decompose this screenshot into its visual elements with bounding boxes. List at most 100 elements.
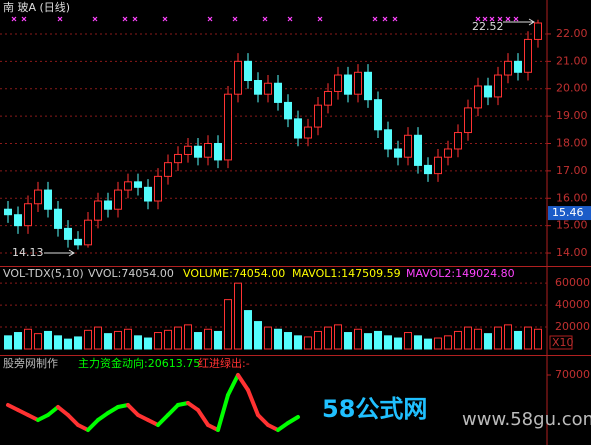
indicator-segment — [256, 413, 270, 427]
candle-body — [194, 145, 202, 158]
candle-body — [514, 60, 522, 73]
candle-body — [524, 38, 532, 73]
indicator-segment — [86, 418, 100, 432]
candle-body — [184, 145, 192, 155]
indicator-segment — [156, 413, 170, 427]
signal-marker — [122, 16, 128, 22]
candle-body — [324, 90, 332, 106]
volume-bar — [224, 299, 232, 350]
signal-marker — [162, 16, 168, 22]
signal-marker — [132, 16, 138, 22]
volume-bar — [284, 332, 292, 350]
y-tick-label: 17.00 — [556, 164, 588, 177]
candle-body — [484, 85, 492, 98]
annotation: 14.13 — [12, 246, 44, 259]
volume-bar — [374, 330, 382, 350]
volume-bar — [414, 335, 422, 350]
panel-title: 股旁网制作 — [3, 356, 58, 370]
volume-bar — [164, 329, 172, 350]
indicator-segment — [236, 373, 250, 392]
candle-body — [24, 203, 32, 227]
candle-body — [444, 148, 452, 158]
signal-marker — [372, 16, 378, 22]
candle-body — [174, 153, 182, 164]
watermark-url: www.58gu.com — [462, 409, 591, 430]
candle-body — [294, 118, 302, 139]
candle-body — [34, 189, 42, 205]
panel-label: 红进绿出:- — [198, 356, 250, 370]
signal-marker — [505, 16, 511, 22]
candle-body — [454, 132, 462, 150]
indicator-segment — [186, 401, 200, 412]
candle-body — [4, 208, 12, 216]
volume-bar — [244, 310, 252, 350]
candle-body — [44, 189, 52, 210]
signal-marker — [262, 16, 268, 22]
volume-bar — [494, 326, 502, 350]
indicator-segment — [166, 403, 180, 417]
volume-bar — [334, 324, 342, 350]
volume-bar — [514, 330, 522, 350]
candle-body — [344, 74, 352, 95]
indicator-segment — [276, 421, 290, 432]
candle-body — [314, 104, 322, 128]
panel-label: MAVOL2:149024.80 — [406, 267, 515, 280]
signal-marker — [392, 16, 398, 22]
volume-bar — [44, 330, 52, 350]
indicator-segment — [56, 405, 70, 417]
volume-bar — [54, 335, 62, 350]
y-tick-label: 70000 — [555, 368, 590, 381]
volume-bar — [464, 326, 472, 350]
signal-marker — [21, 16, 27, 22]
signal-marker — [287, 16, 293, 22]
signal-marker — [475, 16, 481, 22]
chart-title: 南 玻A (日线) — [3, 0, 70, 14]
candle-body — [104, 200, 112, 210]
y-tick-label: 18.00 — [556, 136, 588, 149]
price-box — [548, 206, 591, 221]
candle-body — [504, 60, 512, 76]
volume-bar — [344, 332, 352, 350]
volume-bar — [214, 330, 222, 350]
signal-marker — [11, 16, 17, 22]
panel-label: VOLUME:74054.00 — [183, 267, 285, 280]
candle-body — [74, 238, 82, 246]
candle-body — [164, 162, 172, 177]
candle-body — [254, 80, 262, 95]
volume-bar — [444, 335, 452, 350]
volume-bar — [94, 326, 102, 350]
annotation: 22.52 — [472, 20, 504, 33]
volume-bar — [304, 336, 312, 350]
indicator-segment — [216, 393, 230, 432]
current-price: 15.46 — [552, 206, 584, 219]
volume-bar — [324, 326, 332, 350]
candle-body — [144, 186, 152, 202]
volume-bar — [294, 335, 302, 350]
volume-bar — [484, 333, 492, 350]
indicator-segment — [196, 408, 210, 427]
volume-bar — [354, 328, 362, 350]
candle-body — [354, 71, 362, 95]
candle-body — [214, 142, 222, 161]
indicator-segment — [226, 373, 240, 397]
candle-body — [234, 60, 242, 95]
y-tick-label: 14.00 — [556, 246, 588, 259]
candle-body — [384, 129, 392, 150]
volume-bar — [474, 328, 482, 350]
volume-bar — [524, 326, 532, 350]
indicator-segment — [66, 413, 80, 427]
y-tick-label: 60000 — [555, 276, 590, 289]
signal-marker — [92, 16, 98, 22]
candle-body — [464, 107, 472, 134]
y-tick-label: 40000 — [555, 298, 590, 311]
candle-body — [334, 74, 342, 92]
candle-body — [474, 85, 482, 109]
panel-title: VOL-TDX(5,10) — [3, 267, 84, 280]
panel-label: MAVOL1:147509.59 — [292, 267, 401, 280]
signal-marker — [482, 16, 488, 22]
candle-body — [414, 134, 422, 166]
indicator-segment — [126, 403, 140, 417]
candle-body — [94, 200, 102, 221]
y-tick-label: 19.00 — [556, 109, 588, 122]
